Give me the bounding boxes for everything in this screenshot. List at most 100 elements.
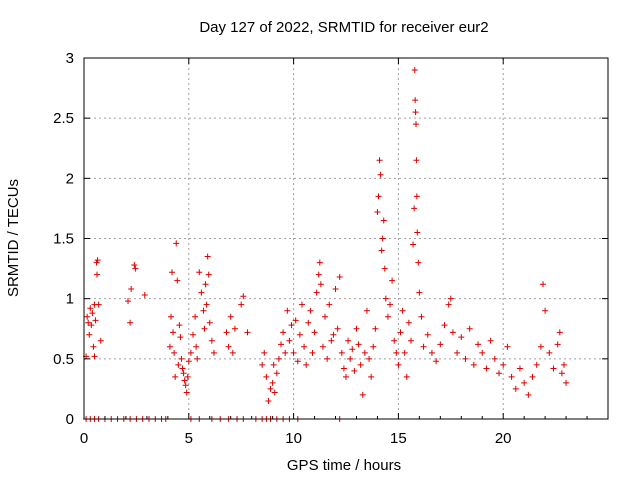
data-point bbox=[309, 349, 316, 356]
data-point bbox=[177, 334, 184, 341]
data-point bbox=[284, 307, 291, 314]
data-point bbox=[94, 257, 101, 264]
data-point bbox=[176, 322, 183, 329]
data-point bbox=[179, 365, 186, 372]
data-point bbox=[521, 379, 528, 386]
data-point bbox=[554, 341, 561, 348]
chart-title: Day 127 of 2022, SRMTID for receiver eur… bbox=[199, 19, 488, 36]
data-point bbox=[131, 261, 138, 268]
data-point bbox=[278, 341, 285, 348]
data-point bbox=[170, 329, 177, 336]
data-point bbox=[167, 313, 174, 320]
data-point bbox=[384, 313, 391, 320]
data-point bbox=[349, 346, 356, 353]
data-point bbox=[231, 325, 238, 332]
data-point bbox=[413, 157, 420, 164]
data-point bbox=[529, 373, 536, 380]
data-point bbox=[261, 349, 268, 356]
data-point bbox=[338, 349, 345, 356]
data-point bbox=[343, 373, 349, 380]
data-point bbox=[558, 370, 565, 377]
data-point bbox=[192, 313, 199, 320]
y-tick-label: 3 bbox=[66, 50, 74, 67]
data-point bbox=[491, 355, 498, 362]
data-point bbox=[466, 325, 473, 332]
data-point bbox=[205, 271, 212, 278]
data-point bbox=[405, 319, 412, 326]
data-point bbox=[95, 301, 102, 308]
data-point bbox=[330, 331, 337, 338]
data-point bbox=[428, 349, 435, 356]
data-point bbox=[412, 97, 419, 104]
data-point bbox=[210, 349, 217, 356]
data-point bbox=[196, 269, 203, 276]
data-point bbox=[290, 349, 297, 356]
data-point bbox=[280, 329, 287, 336]
data-point bbox=[201, 325, 208, 332]
data-point bbox=[208, 337, 215, 344]
data-point bbox=[483, 365, 490, 372]
data-point bbox=[353, 325, 360, 332]
data-point bbox=[401, 349, 408, 356]
data-point bbox=[132, 265, 139, 272]
data-point bbox=[376, 157, 383, 164]
data-point bbox=[172, 373, 179, 380]
data-point bbox=[525, 391, 532, 398]
data-point bbox=[424, 331, 431, 338]
data-point bbox=[372, 325, 379, 332]
data-point bbox=[97, 337, 104, 344]
data-point bbox=[454, 349, 461, 356]
data-point bbox=[169, 269, 176, 276]
data-point bbox=[204, 253, 211, 260]
data-point bbox=[347, 355, 354, 362]
data-point bbox=[223, 329, 230, 336]
data-point bbox=[418, 313, 425, 320]
grid bbox=[84, 58, 608, 419]
data-point bbox=[238, 301, 245, 308]
data-point bbox=[187, 349, 194, 356]
data-point bbox=[363, 307, 370, 314]
data-point bbox=[259, 361, 266, 368]
data-point bbox=[563, 379, 570, 386]
data-point bbox=[305, 319, 312, 326]
data-point bbox=[374, 209, 381, 216]
data-point bbox=[270, 361, 277, 368]
data-point bbox=[445, 301, 452, 308]
data-point bbox=[437, 341, 444, 348]
data-point bbox=[537, 343, 544, 350]
data-point bbox=[361, 349, 368, 356]
data-point bbox=[470, 361, 477, 368]
data-point bbox=[556, 329, 563, 336]
data-point bbox=[475, 341, 482, 348]
x-axis-label: GPS time / hours bbox=[287, 457, 401, 474]
data-point bbox=[240, 293, 247, 300]
data-point bbox=[382, 295, 389, 302]
data-point bbox=[178, 355, 185, 362]
data-point bbox=[391, 337, 398, 344]
data-point bbox=[378, 247, 385, 254]
x-tick-label: 5 bbox=[185, 430, 193, 447]
data-point bbox=[458, 334, 465, 341]
data-point bbox=[267, 385, 274, 392]
data-point bbox=[414, 229, 421, 236]
data-point bbox=[375, 193, 382, 200]
data-point bbox=[332, 286, 339, 293]
data-point bbox=[183, 389, 190, 396]
data-point bbox=[387, 301, 394, 308]
data-point bbox=[313, 289, 320, 296]
data-point bbox=[273, 370, 280, 377]
data-point bbox=[355, 341, 362, 348]
data-point bbox=[271, 389, 278, 396]
data-point bbox=[479, 349, 486, 356]
data-point bbox=[174, 277, 181, 284]
data-point bbox=[182, 382, 189, 389]
data-point bbox=[441, 322, 448, 329]
data-point bbox=[496, 370, 503, 377]
data-points bbox=[83, 67, 570, 422]
data-point bbox=[171, 349, 178, 356]
data-point bbox=[415, 259, 422, 266]
data-point bbox=[282, 349, 289, 356]
y-tick-label: 2 bbox=[66, 170, 74, 187]
data-point bbox=[311, 329, 318, 336]
data-point bbox=[366, 355, 373, 362]
